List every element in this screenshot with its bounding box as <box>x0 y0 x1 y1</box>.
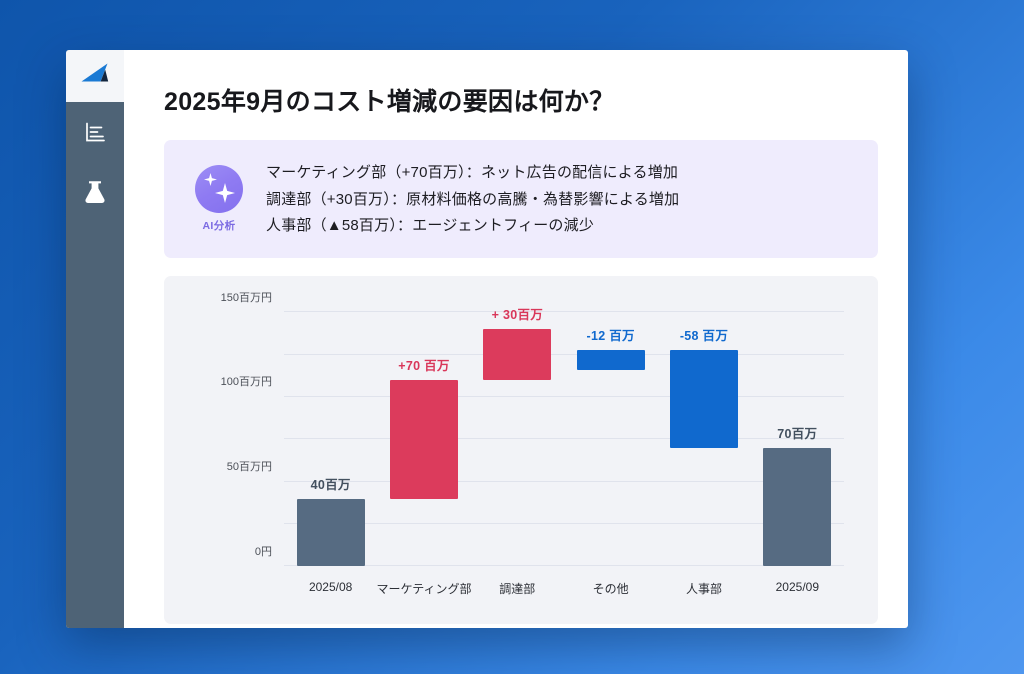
chart-bar[interactable] <box>296 498 365 567</box>
ai-badge-label: AI分析 <box>202 220 236 233</box>
chart-bar-group[interactable]: -58 百万 人事部 <box>657 312 750 596</box>
waterfall-chart-panel: 0円 50百万円 100百万円 150百万円 40百万 2025/08 +70 百万マーケテ… <box>164 276 878 625</box>
ai-insight-line: マーケティング部（+70百万）：ネット広告の配信による増加 <box>266 164 679 181</box>
chart-bar-group[interactable]: 40百万 2025/08 <box>284 312 377 594</box>
chart-bar-value-label: 70百万 <box>777 426 818 441</box>
app-window: 2025年9月のコスト増減の要因は何か？ AI分析 マーケティング部（+70百万… <box>66 50 908 628</box>
chart-bar-group[interactable]: + 30百万 調達部 <box>471 308 564 596</box>
chart-bar-value-label: -12 百万 <box>586 328 635 343</box>
chart-y-axis-label: 100百万円 <box>220 376 272 389</box>
chart-x-axis-label: 調達部 <box>499 582 536 597</box>
chart-bar-group[interactable]: 70百万 2025/09 <box>751 312 844 594</box>
chart-bar-value-label: -58 百万 <box>679 328 729 343</box>
chart-y-axis-label: 150百万円 <box>220 291 272 304</box>
sidebar-item-reports[interactable] <box>66 102 124 162</box>
page-title: 2025年9月のコスト増減の要因は何か？ <box>164 88 615 116</box>
chart-bar-group[interactable]: +70 百万マーケティング部 <box>376 312 471 596</box>
flask-icon <box>83 179 107 205</box>
chart-bar[interactable] <box>483 329 552 380</box>
chart-gridline <box>284 311 844 313</box>
main-content: 2025年9月のコスト増減の要因は何か？ AI分析 マーケティング部（+70百万… <box>124 50 908 628</box>
chart-x-axis-label: 2025/09 <box>775 580 820 595</box>
chart-bar-value-label: 40百万 <box>310 477 351 492</box>
chart-bar[interactable] <box>669 349 738 448</box>
ai-insight-lines: マーケティング部（+70百万）：ネット広告の配信による増加 調達部（+30百万）… <box>266 163 679 236</box>
chart-gridline <box>284 522 844 524</box>
chart-bar[interactable] <box>576 349 645 370</box>
chart-bar-group[interactable]: -12 百万 その他 <box>564 312 657 596</box>
chart-gridline <box>284 353 844 355</box>
ai-insight-line: 人事部（▲58百万）：エージェントフィーの減少 <box>266 217 595 234</box>
chart-bar-value-label: +70 百万 <box>398 358 450 373</box>
sidebar-item-lab[interactable] <box>66 162 124 222</box>
chart-bar[interactable] <box>763 447 832 567</box>
chart-x-axis-label: 人事部 <box>685 582 722 597</box>
chart-gridline <box>284 480 844 482</box>
ai-insight-line: 調達部（+30百万）：原材料価格の高騰・為替影響による増加 <box>266 190 680 208</box>
app-logo-icon <box>80 62 110 91</box>
chart-gridline <box>284 438 844 440</box>
chart-bar-value-label: + 30百万 <box>491 308 544 323</box>
chart-plot-area: 0円 50百万円 100百万円 150百万円 40百万 2025/08 +70 百万マーケテ… <box>221 292 844 596</box>
sidebar <box>66 50 124 628</box>
ai-sparkle-icon <box>195 165 243 214</box>
ai-insight-panel: AI分析 マーケティング部（+70百万）：ネット広告の配信による増加 調達部（+… <box>164 140 878 259</box>
chart-y-axis-label: 0円 <box>254 545 272 558</box>
chart-x-axis-label: マーケティング部 <box>376 582 472 597</box>
chart-x-axis-label: 2025/08 <box>308 580 353 595</box>
ai-analysis-badge: AI分析 <box>182 165 256 233</box>
chart-y-axis-label: 50百万円 <box>226 461 272 474</box>
chart-gridline <box>284 565 844 567</box>
chart-x-axis-label: その他 <box>592 582 629 597</box>
app-logo-button[interactable] <box>66 50 124 102</box>
chart-bar[interactable] <box>389 380 458 499</box>
chart-gridline <box>284 395 844 397</box>
bar-chart-icon <box>83 120 107 144</box>
